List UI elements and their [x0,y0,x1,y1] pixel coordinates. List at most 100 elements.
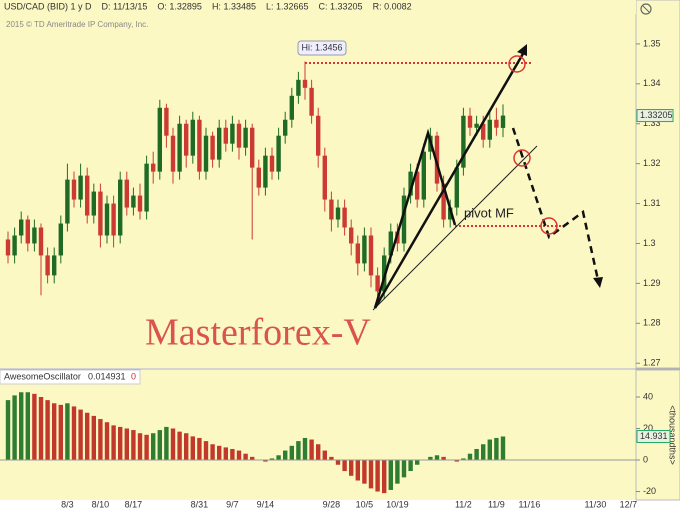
oscillator-bar [184,433,189,461]
candle-body [45,255,50,276]
forecast-path [511,127,600,281]
x-tick-label: 8/3 [61,499,74,509]
oscillator-title: AwesomeOscillator [4,371,81,381]
oscillator-bar [276,455,281,461]
oscillator-bar [481,444,486,461]
oscillator-bar [408,460,413,472]
oscillator-bar [52,403,57,461]
y-tick-label: 1.34 [643,78,661,88]
oscillator-bar [157,430,162,461]
candle-body [362,235,367,264]
oscillator-bar [401,460,407,478]
circle-marker [508,55,526,73]
settings-icon[interactable] [640,3,652,15]
circle-marker [540,217,558,235]
oscillator-bar [85,412,90,461]
x-tick-label: 8/31 [191,499,209,509]
oscillator-header [0,369,141,385]
candle-body [177,123,182,172]
oscillator-bar [329,456,334,461]
y-tick-label: 40 [643,391,653,401]
candle-body [250,127,255,168]
candle-body [85,175,90,216]
y-tick-label: 1.29 [643,278,661,288]
x-tick-label: 9/7 [226,499,239,509]
candle-body [349,227,354,244]
oscillator-bar [38,396,44,461]
candle-body [5,239,11,256]
x-tick-label: 11/16 [518,499,540,509]
x-tick-label: 11/2 [455,499,472,509]
candle-body [164,107,169,136]
candle-body [137,195,143,212]
candle-body [91,191,96,216]
trend-line [372,145,538,311]
candle-body [71,179,77,200]
header-item: D: 11/13/15 [102,1,148,11]
candle-body [131,195,136,208]
candle-body [38,227,44,256]
candle-body [184,123,189,156]
candle-body [104,203,110,236]
candle-body [203,135,209,172]
candle-body [302,79,308,88]
y-tick-label: 1.3 [643,238,656,248]
oscillator-bar [236,450,242,461]
candle-body [157,107,162,172]
oscillator-bar [289,445,294,461]
y-tick-label: 1.32 [643,158,661,168]
oscillator-bar [71,406,77,461]
forecast-arrow-head [593,277,603,288]
oscillator-bar [217,445,222,461]
x-tick-label: 8/17 [125,499,143,509]
candle-body [448,207,453,220]
candle-body [111,203,116,236]
candle-body [415,171,420,200]
current-price-label: 1.33205 [640,110,673,120]
candle-body [144,163,149,212]
header-item: USD/CAD (BID) 1 y D [4,1,92,11]
oscillator-bar [467,453,473,461]
x-tick-label: 11/30 [584,499,606,509]
x-tick-label: 9/28 [323,499,341,509]
oscillator-readout2: 0 [131,371,136,381]
candle-body [322,155,327,200]
oscillator-bar [441,456,446,461]
oscillator-bar [487,439,492,461]
x-tick-label: 10/5 [356,499,374,509]
candle-body [190,119,195,156]
candle-body [124,179,129,208]
candle-body [197,119,202,172]
candle-body [474,123,479,128]
oscillator-bar [375,460,380,492]
candle-body [375,275,380,292]
candle-body [500,115,506,128]
header-item: O: 1.32895 [157,1,202,11]
candle-body [368,235,374,276]
oscillator-bar [355,460,360,481]
oscillator-bar [335,460,341,465]
watermark: Masterforex-V [145,312,371,354]
oscillator-bar [342,460,347,472]
oscillator-bar [19,392,24,461]
header-bar [0,0,636,14]
price-axis-area [635,0,680,369]
header-item: C: 1.33205 [319,1,363,11]
oscillator-bar [177,431,182,461]
oscillator-bar [111,425,116,461]
y-tick-label: 1.27 [643,358,661,368]
up-arrow [373,51,526,309]
oscillator-bar [164,426,169,461]
candle-body [19,219,24,236]
candle-body [454,167,459,208]
oscillator-bar [269,458,275,461]
oscillator-bar [203,441,209,461]
candle-body [316,115,321,156]
oscillator-bar [230,448,235,461]
oscillator-bar [428,456,433,461]
candle-body [217,127,222,160]
candle-body [52,255,57,276]
y-tick-label: 1.35 [643,38,661,48]
oscillator-bar [58,404,63,461]
